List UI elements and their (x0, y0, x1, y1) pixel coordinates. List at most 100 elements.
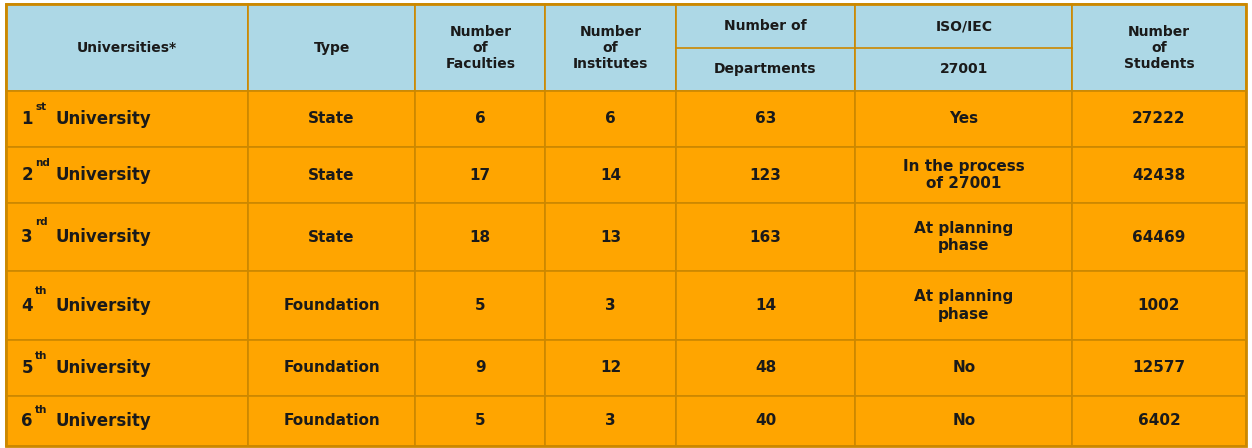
Bar (416, 91, 546, 147)
Text: Number of: Number of (724, 19, 806, 33)
Text: 4: 4 (21, 297, 33, 314)
Bar (6, 396, 248, 446)
Bar (855, 271, 1072, 340)
Text: Foundation: Foundation (283, 360, 381, 375)
Text: At planning
phase: At planning phase (914, 221, 1013, 254)
Text: 5: 5 (475, 298, 486, 313)
Text: 5: 5 (475, 414, 486, 428)
Bar (416, 147, 546, 203)
Text: University: University (55, 359, 150, 377)
Bar (416, 271, 546, 340)
Text: University: University (55, 412, 150, 430)
Bar (676, 4, 855, 91)
Text: Universities*: Universities* (78, 41, 178, 55)
Bar (855, 396, 1072, 446)
Bar (676, 340, 855, 396)
Bar (416, 396, 546, 446)
Text: Number
of
Institutes: Number of Institutes (573, 25, 649, 71)
Bar (416, 4, 546, 91)
Bar (248, 340, 416, 396)
Bar (6, 147, 248, 203)
Text: Number
of
Students: Number of Students (1123, 25, 1194, 71)
Text: 1002: 1002 (1138, 298, 1181, 313)
Bar (546, 271, 676, 340)
Text: University: University (55, 110, 150, 128)
Text: 6: 6 (475, 112, 486, 126)
Text: nd: nd (35, 158, 50, 168)
Text: State: State (308, 230, 354, 245)
Bar (676, 396, 855, 446)
Text: 18: 18 (470, 230, 491, 245)
Text: University: University (55, 297, 150, 314)
Bar (1072, 4, 1246, 91)
Text: 63: 63 (755, 112, 776, 126)
Text: University: University (55, 228, 150, 246)
Text: 2: 2 (21, 166, 33, 184)
Bar (676, 271, 855, 340)
Text: 3: 3 (605, 414, 616, 428)
Text: th: th (35, 350, 48, 361)
Text: State: State (308, 168, 354, 182)
Text: Number
of
Faculties: Number of Faculties (446, 25, 516, 71)
Text: State: State (308, 112, 354, 126)
Text: No: No (953, 414, 975, 428)
Bar (1072, 396, 1246, 446)
Bar (248, 4, 416, 91)
Text: th: th (35, 405, 48, 415)
Text: 12: 12 (600, 360, 621, 375)
Text: Type: Type (313, 41, 349, 55)
Bar (855, 4, 1072, 91)
Text: 14: 14 (600, 168, 621, 182)
Bar (676, 203, 855, 271)
Text: 5: 5 (21, 359, 33, 377)
Bar (248, 147, 416, 203)
Bar (855, 203, 1072, 271)
Bar (546, 203, 676, 271)
Text: Yes: Yes (949, 112, 978, 126)
Text: 40: 40 (755, 414, 776, 428)
Bar (6, 271, 248, 340)
Text: 12577: 12577 (1132, 360, 1186, 375)
Bar (248, 91, 416, 147)
Bar (546, 147, 676, 203)
Text: 17: 17 (470, 168, 491, 182)
Text: 48: 48 (755, 360, 776, 375)
Bar (1072, 147, 1246, 203)
Bar (546, 4, 676, 91)
Text: st: st (35, 102, 46, 112)
Text: 123: 123 (750, 168, 781, 182)
Text: 42438: 42438 (1132, 168, 1186, 182)
Text: 1: 1 (21, 110, 33, 128)
Text: ISO/IEC: ISO/IEC (935, 19, 993, 33)
Bar (546, 396, 676, 446)
Text: Foundation: Foundation (283, 298, 381, 313)
Text: 13: 13 (600, 230, 621, 245)
Bar (248, 396, 416, 446)
Text: At planning
phase: At planning phase (914, 289, 1013, 322)
Bar (416, 340, 546, 396)
Bar (248, 271, 416, 340)
Bar (546, 340, 676, 396)
Bar (1072, 203, 1246, 271)
Bar (6, 91, 248, 147)
Text: Foundation: Foundation (283, 414, 381, 428)
Bar (6, 340, 248, 396)
Text: 14: 14 (755, 298, 776, 313)
Bar (855, 340, 1072, 396)
Text: Departments: Departments (714, 62, 816, 76)
Text: 163: 163 (750, 230, 781, 245)
Bar (855, 147, 1072, 203)
Text: 64469: 64469 (1132, 230, 1186, 245)
Text: 6: 6 (605, 112, 616, 126)
Bar (1072, 91, 1246, 147)
Bar (1072, 340, 1246, 396)
Text: 6402: 6402 (1138, 414, 1181, 428)
Text: 27222: 27222 (1132, 112, 1186, 126)
Bar (1072, 271, 1246, 340)
Bar (6, 203, 248, 271)
Text: 9: 9 (475, 360, 486, 375)
Text: 3: 3 (605, 298, 616, 313)
Text: University: University (55, 166, 150, 184)
Bar (248, 203, 416, 271)
Text: 3: 3 (21, 228, 33, 246)
